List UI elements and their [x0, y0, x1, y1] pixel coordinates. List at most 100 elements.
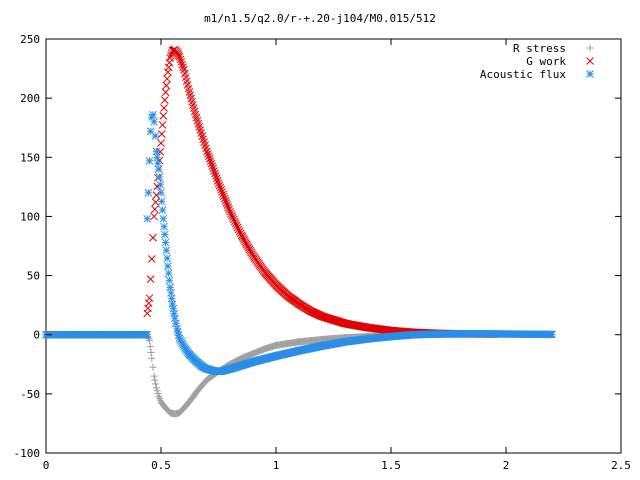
data-point: [212, 174, 221, 183]
data-point: [161, 238, 170, 247]
data-point: [220, 194, 229, 203]
data-point: [143, 214, 152, 223]
data-point: [159, 214, 168, 223]
data-point: [150, 372, 158, 380]
data-point: [219, 192, 228, 201]
y-tick-label: 150: [20, 151, 40, 164]
data-point: [159, 112, 168, 120]
data-point: [229, 213, 237, 222]
data-point: [177, 58, 186, 66]
y-tick-label: 50: [27, 270, 40, 283]
x-tick-label: 0.5: [151, 459, 171, 472]
data-point: [143, 330, 152, 339]
data-point: [147, 348, 155, 356]
data-point: [146, 127, 155, 136]
plot-frame: [45, 38, 622, 454]
data-point: [151, 132, 160, 140]
data-point: [548, 330, 556, 339]
data-point: [145, 156, 154, 165]
data-point: [149, 233, 157, 242]
data-point: [211, 169, 219, 178]
x-tick-label: 2.5: [611, 459, 631, 472]
chart-marks: [42, 45, 556, 418]
data-point: [146, 275, 155, 283]
data-point: [207, 159, 216, 168]
data-point: [217, 186, 226, 194]
data-point: [218, 188, 226, 196]
data-point: [149, 110, 157, 119]
data-point: [213, 176, 222, 185]
data-point: [204, 152, 213, 161]
data-point: [174, 51, 183, 60]
data-point: [158, 121, 167, 129]
data-point: [223, 201, 232, 209]
y-tick-label: 100: [20, 210, 40, 223]
data-point: [166, 54, 175, 62]
data-point: [146, 343, 154, 351]
data-point: [150, 212, 158, 221]
data-point: [157, 139, 165, 147]
data-point: [163, 254, 171, 263]
data-point: [157, 197, 166, 206]
data-point: [210, 167, 218, 175]
data-point: [156, 181, 165, 189]
data-point: [154, 173, 162, 182]
data-point: [203, 147, 211, 156]
legend-marker: [586, 44, 594, 52]
data-point: [230, 217, 239, 226]
data-point: [160, 230, 169, 239]
data-point: [151, 205, 159, 214]
data-point: [228, 211, 236, 220]
data-point: [214, 179, 223, 188]
chart-title: m1/n1.5/q2.0/r-+.20-j104/M0.015/512: [204, 12, 436, 25]
data-point: [157, 188, 165, 197]
data-point: [204, 149, 212, 158]
data-point: [163, 74, 171, 83]
data-point: [160, 104, 168, 112]
legend-marker: [586, 70, 594, 78]
data-point: [235, 227, 244, 236]
data-point: [162, 81, 171, 90]
x-tick-label: 2: [503, 459, 510, 472]
data-point: [149, 363, 157, 371]
data-point: [219, 190, 227, 199]
data-point: [227, 209, 235, 218]
data-point: [209, 164, 218, 173]
data-point: [178, 60, 187, 69]
data-point: [154, 165, 163, 173]
data-point: [205, 154, 214, 163]
data-point: [179, 63, 187, 72]
data-point: [234, 225, 243, 234]
data-point: [225, 205, 233, 214]
data-point: [169, 304, 178, 313]
series-g-work: [143, 45, 499, 338]
data-point: [233, 223, 242, 232]
legend-label: Acoustic flux: [480, 68, 566, 81]
data-point: [151, 376, 159, 384]
data-point: [229, 215, 238, 224]
data-point: [222, 199, 231, 207]
data-point: [208, 162, 217, 170]
y-tick-label: 200: [20, 92, 40, 105]
data-point: [147, 255, 156, 263]
series-r-stress: [42, 330, 498, 418]
chart-axes: -100 -50 0 50 100 150 200 250 0 0.5 1 1.5 2 2.5: [14, 33, 631, 472]
data-point: [170, 314, 179, 323]
data-point: [152, 380, 160, 388]
legend-label: G work: [526, 55, 566, 68]
x-tick-label: 0: [43, 459, 50, 472]
data-point: [216, 183, 225, 192]
y-tick-label: -50: [20, 388, 40, 401]
data-point: [162, 246, 171, 255]
data-point: [157, 130, 166, 138]
data-point: [165, 276, 174, 285]
y-tick-label: 250: [20, 33, 40, 46]
legend-label: R stress: [513, 42, 566, 55]
data-point: [145, 294, 154, 302]
data-point: [148, 354, 156, 362]
data-point: [232, 221, 241, 230]
x-tick-label: 1.5: [381, 459, 401, 472]
data-point: [160, 96, 169, 104]
